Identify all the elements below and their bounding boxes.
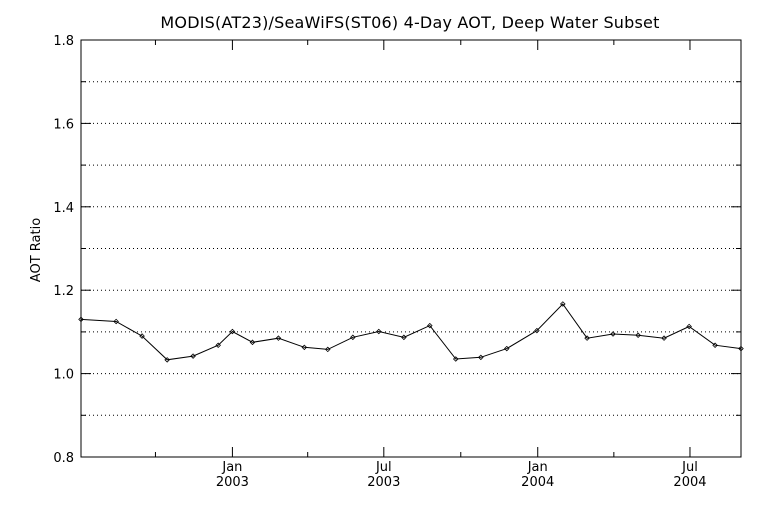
x-tick-label-month: Jul <box>681 460 698 475</box>
axis-ticks <box>81 39 741 458</box>
data-point <box>661 335 667 341</box>
data-point <box>610 331 616 337</box>
data-point <box>229 328 236 335</box>
data-point <box>504 345 510 352</box>
y-tick-label: 1.4 <box>53 201 74 216</box>
data-point <box>113 318 119 325</box>
data-point <box>301 344 308 351</box>
y-tick-label: 1.6 <box>53 117 74 132</box>
data-point <box>350 334 356 341</box>
series-line <box>80 303 742 361</box>
chart-title: MODIS(AT23)/SeaWiFS(ST06) 4-Day AOT, Dee… <box>160 13 659 32</box>
x-tick-label-month: Jan <box>221 460 242 475</box>
x-tick-label-year: 2004 <box>673 475 706 490</box>
data-point <box>635 332 641 339</box>
y-tick-label: 0.8 <box>53 451 74 466</box>
plot-frame <box>80 39 742 458</box>
x-tick-label-year: 2004 <box>521 475 554 490</box>
data-point <box>190 353 196 359</box>
data-point <box>376 328 382 335</box>
x-tick-label-month: Jul <box>375 460 392 475</box>
y-tick-label: 1.0 <box>53 368 74 383</box>
data-point <box>560 301 566 307</box>
y-tick-label: 1.8 <box>53 34 74 49</box>
data-point <box>275 335 282 341</box>
data-point <box>325 346 331 353</box>
data-point <box>427 322 433 329</box>
tick-labels: 0.81.01.21.41.61.8Jan2003Jul2003Jan2004J… <box>53 34 706 490</box>
data-point <box>139 333 145 339</box>
y-tick-label: 1.2 <box>53 284 74 299</box>
x-tick-label-year: 2003 <box>216 475 249 490</box>
data-point <box>452 356 459 362</box>
data-point <box>215 342 221 349</box>
data-point <box>712 342 718 349</box>
data-point <box>478 354 484 361</box>
data-point <box>401 334 407 341</box>
y-axis-label: AOT Ratio <box>29 218 44 282</box>
x-tick-label-month: Jan <box>527 460 548 475</box>
data-point <box>249 339 256 346</box>
series-line-group <box>78 301 744 363</box>
data-point <box>738 345 744 352</box>
data-point <box>534 327 540 334</box>
grid-lines <box>81 81 741 416</box>
data-point <box>686 323 692 330</box>
data-point <box>78 316 84 323</box>
x-tick-label-year: 2003 <box>367 475 400 490</box>
data-point <box>164 357 170 363</box>
data-point <box>584 335 590 341</box>
